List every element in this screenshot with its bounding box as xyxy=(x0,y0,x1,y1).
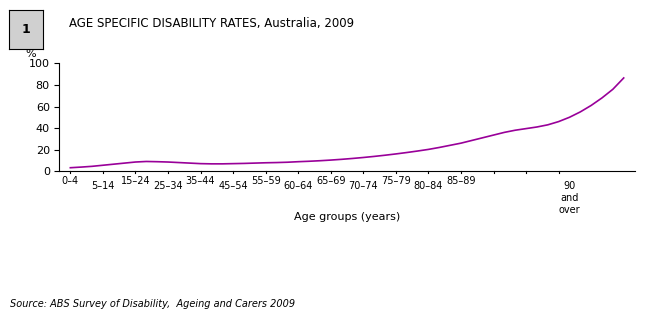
Text: 5–14: 5–14 xyxy=(91,181,114,191)
Text: 90
and
over: 90 and over xyxy=(559,181,580,215)
Text: 45–54: 45–54 xyxy=(218,181,248,191)
Text: 75–79: 75–79 xyxy=(381,176,410,186)
Text: 35–44: 35–44 xyxy=(186,176,215,186)
Text: 65–69: 65–69 xyxy=(316,176,346,186)
Text: Age groups (years): Age groups (years) xyxy=(294,212,400,222)
Text: 80–84: 80–84 xyxy=(414,181,443,191)
Text: Source: ABS Survey of Disability,  Ageing and Carers 2009: Source: ABS Survey of Disability, Ageing… xyxy=(10,299,295,309)
Text: 85–89: 85–89 xyxy=(446,176,476,186)
Text: 15–24: 15–24 xyxy=(120,176,150,186)
Text: 60–64: 60–64 xyxy=(284,181,313,191)
Text: AGE SPECIFIC DISABILITY RATES, Australia, 2009: AGE SPECIFIC DISABILITY RATES, Australia… xyxy=(69,17,354,30)
Text: 25–34: 25–34 xyxy=(153,181,183,191)
Text: 55–59: 55–59 xyxy=(251,176,280,186)
Text: 1: 1 xyxy=(21,23,30,36)
Text: 70–74: 70–74 xyxy=(348,181,378,191)
Text: 0–4: 0–4 xyxy=(61,176,79,186)
Text: %: % xyxy=(25,49,36,59)
